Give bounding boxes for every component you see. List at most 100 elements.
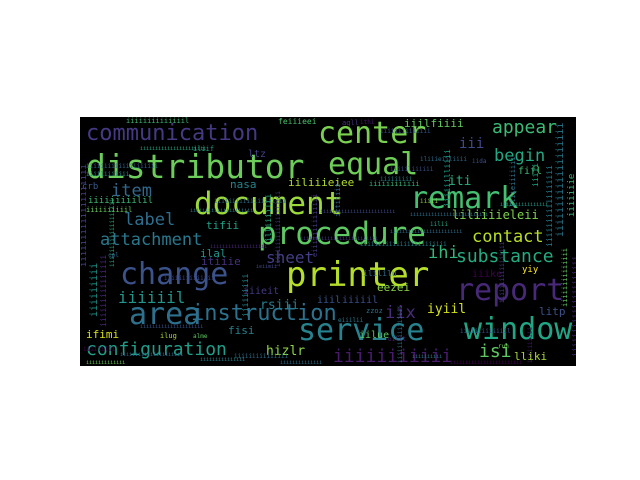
- word-ieiimii: ieiimii: [256, 264, 278, 270]
- word-iiliiieiee: iiliiieiee: [288, 176, 355, 189]
- word-rsiii: rsiii: [260, 298, 300, 313]
- word-vertical-11: lliieiiiiiii: [509, 156, 517, 207]
- word-iiiiiiiiiiiiiiiiiiiii-c: iiiiiiiiiiiiiiiiiiiiiiiiii: [410, 212, 489, 218]
- word-configuration: configuration: [86, 339, 227, 360]
- word-change: change: [120, 257, 229, 292]
- word-begin: begin: [494, 146, 546, 166]
- word-item: item: [111, 181, 152, 201]
- word-iiiii: iiiii: [420, 198, 439, 205]
- word-area: area: [129, 297, 202, 332]
- word-vertical-12: iiiiiilliiii: [443, 149, 452, 207]
- word-iliiieiiliiii: iliiieiiliiii: [420, 156, 467, 163]
- word-iix: iix: [385, 303, 416, 323]
- word-equal: equal: [328, 147, 419, 182]
- word-iiiiiiiiiiiii: iiiiliiiiiii: [86, 171, 130, 178]
- word-label: label: [124, 210, 176, 230]
- word-yiy: yiy: [522, 265, 539, 275]
- word-iiiiiiiiiiiiiiii-b: iiiiiiiiiiiiiiiiiiiiii: [140, 146, 207, 152]
- word-zzoz: zzoz: [366, 307, 383, 315]
- word-hizlr: hizlr: [266, 344, 306, 359]
- word-vertical-17: iiiiiiiiii: [527, 326, 534, 363]
- word-ruh: ruh: [498, 343, 509, 350]
- word-feiiieei: feiiieei: [278, 117, 317, 126]
- word-substance: substance: [456, 246, 554, 267]
- word-service: service: [298, 313, 425, 348]
- word-iiiiiiiiiiiiiil: iiiiiiiiiiiiiil: [126, 117, 190, 125]
- word-tifii: tifii: [206, 219, 240, 232]
- word-iiike: iiike: [472, 269, 503, 280]
- word-cpl: cpl: [108, 252, 119, 259]
- word-eiiilii: eiiilii: [338, 317, 364, 324]
- word-iliif: iliif: [193, 145, 215, 153]
- word-instruction: instruction: [191, 301, 337, 326]
- word-ilal: ilal: [200, 247, 227, 260]
- word-iiiiiiiiiiiiil: iiiiiiiiiiiiil: [460, 328, 511, 335]
- word-iiil: iiil: [317, 295, 342, 306]
- word-vertical-4: iiiiiiiiiiiiiiiiiii: [555, 122, 566, 237]
- word-iiiiiiiiilil: iiiiiiiiilil: [88, 196, 154, 206]
- word-iiiiiiiii-a: iiiiiiiii: [380, 176, 413, 183]
- word-iiiiiiiiiiiiiiiiiiiii-d: iiiiiiiiiiiiiiiiiii: [210, 244, 268, 250]
- word-iiiiiiiiiiiiii-b: iiiiiiiiiiiiiiiiiiii: [214, 198, 287, 205]
- word-itiiie: itiiie: [201, 255, 241, 268]
- word-iiiiiiiiiiiiiiiiiiiiiiii-b: iiiiiiiiiiiiii: [280, 360, 323, 366]
- word-oilit: oilit: [388, 336, 407, 343]
- word-remark: remark: [410, 181, 519, 216]
- word-iiiiiiiiiil: iiiiiiiiiil: [86, 206, 133, 214]
- word-eezei: eezei: [377, 281, 411, 294]
- word-vertical-14: iiiii: [531, 162, 540, 187]
- word-ithi: ithi: [360, 119, 375, 126]
- word-appear: appear: [492, 117, 558, 138]
- word-center: center: [318, 117, 427, 151]
- word-ilililu: ilililu: [363, 269, 397, 278]
- word-vertical-8: eiiiiiiiiiiiiii: [311, 193, 319, 257]
- word-aqll: aqll: [342, 119, 359, 127]
- word-printer: printer: [286, 255, 430, 295]
- word-iyiil: iyiil: [427, 302, 467, 317]
- word-vertical-3: iiiiiiiiiiiiiii: [99, 254, 108, 327]
- word-iii: iii: [459, 136, 485, 152]
- word-iiiiiiiiiiiiiiiiiiiiiiii-a: iiiiiiiiiiiii: [86, 360, 126, 366]
- word-distributor: distributor: [86, 147, 305, 186]
- word-iiiiiiiiiiiiiiiiiiiii-a: iiiiiiiiiiiiiii: [200, 357, 246, 363]
- word-lliki: lliki: [514, 350, 548, 363]
- word-iiieit: iiieit: [243, 286, 280, 297]
- word-nasa: nasa: [230, 178, 257, 191]
- word-fifl: fifl: [518, 166, 543, 177]
- word-iida: iida: [472, 158, 487, 165]
- word-iilii: iilii: [430, 221, 449, 228]
- word-fisi: fisi: [228, 324, 255, 337]
- word-iiiiiiiiiiiiii-d: iiiiiiiiiiiiiiii: [500, 202, 549, 208]
- word-sheet: sheet: [266, 248, 315, 267]
- word-iiiiiiiiiiiiii-a: iiiiiiiiiiiiii: [164, 275, 215, 282]
- word-ltz: ltz: [248, 149, 267, 160]
- word-contact: contact: [472, 227, 544, 247]
- word-iiiiiiiiiiiiiii-b: iiiiiiiiiiiiiiiiiiiii: [140, 324, 204, 330]
- word-communication: communication: [86, 121, 259, 146]
- word-iiiiil: iiiiil: [342, 295, 379, 306]
- word-liliiiieleii: liliiiieleii: [452, 208, 539, 222]
- word-iiiiiiiiiiiiiiiiiiiiii: iiiiiiiiiiiiiiiiiiiiiiiiii: [300, 236, 379, 242]
- word-vertical-15: iiiiiiie: [567, 173, 576, 217]
- word-iiiiiliiiiii: iiiiiiiiiiiiii: [380, 128, 431, 135]
- word-iiiiiiiiiiii: iiiiiiiiiiii: [369, 180, 420, 188]
- word-vertical-1: iiiiiiiiiiiiiiiiiii: [80, 164, 89, 267]
- word-ihi: ihi: [428, 243, 459, 263]
- word-iiiiiiiiiiiiiiiiiiiiiiiiii-b: iiiiiiiiiiiiiiiiiiiiiiiii: [320, 209, 396, 215]
- word-vertical-13: iiiiiiiiiiiiiiii: [397, 305, 404, 363]
- word-iiiiiiiiiiiiiiiiiiiiiiiiii-a: iiiiiiiiiiiiiiiiiiiii: [120, 352, 184, 358]
- word-isi: isi: [479, 341, 512, 362]
- word-iiiiiiiiiiiiiiiiiiiiiiiii: iiiiiiiiiiiiiiiiiiiii: [190, 208, 254, 214]
- word-cloud: distributor document procedure printer c…: [80, 117, 576, 366]
- word-alme: alme: [193, 333, 208, 340]
- word-crb: crb: [82, 182, 99, 192]
- word-iiiiliiiiiii: iiiiiliiiiii: [390, 166, 434, 173]
- word-iilue: iilue: [359, 330, 390, 341]
- word-iiiiiil: iiiiiil: [118, 288, 186, 307]
- word-iiiiiiiiiiiiiiiiiii-c: iiiiiiiiiiiiiiiiiiiiiiii: [390, 229, 463, 235]
- word-iti: iti: [448, 174, 472, 189]
- word-vertical-16: iiiiiiiiiiiiii: [561, 247, 569, 307]
- word-iiiiiiiiiiiiiiiiiiiii-b: iiiiiiiiiiiiiiiiiiiiiiii: [450, 360, 523, 366]
- word-iiiiiiiiiiiiiiiii-a: iiiiiiiiiiiiiiiiiiiiiiii: [360, 241, 447, 248]
- word-attachment: attachment: [100, 230, 203, 250]
